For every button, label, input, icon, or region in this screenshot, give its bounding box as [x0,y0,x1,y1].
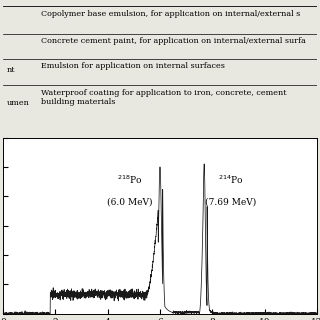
Text: $^{218}$Po: $^{218}$Po [117,173,143,186]
Text: nt: nt [6,66,15,74]
Text: (7.69 MeV): (7.69 MeV) [205,197,256,206]
Text: Copolymer base emulsion, for application on internal/external s: Copolymer base emulsion, for application… [41,10,300,18]
Text: Emulsion for application on internal surfaces: Emulsion for application on internal sur… [41,62,225,70]
Text: (6.0 MeV): (6.0 MeV) [107,197,153,206]
Text: Concrete cement paint, for application on internal/external surfa: Concrete cement paint, for application o… [41,37,306,45]
Text: Waterproof coating for application to iron, concrete, cement
building materials: Waterproof coating for application to ir… [41,89,286,106]
Text: $^{214}$Po: $^{214}$Po [218,173,243,186]
Text: umen: umen [6,99,29,107]
